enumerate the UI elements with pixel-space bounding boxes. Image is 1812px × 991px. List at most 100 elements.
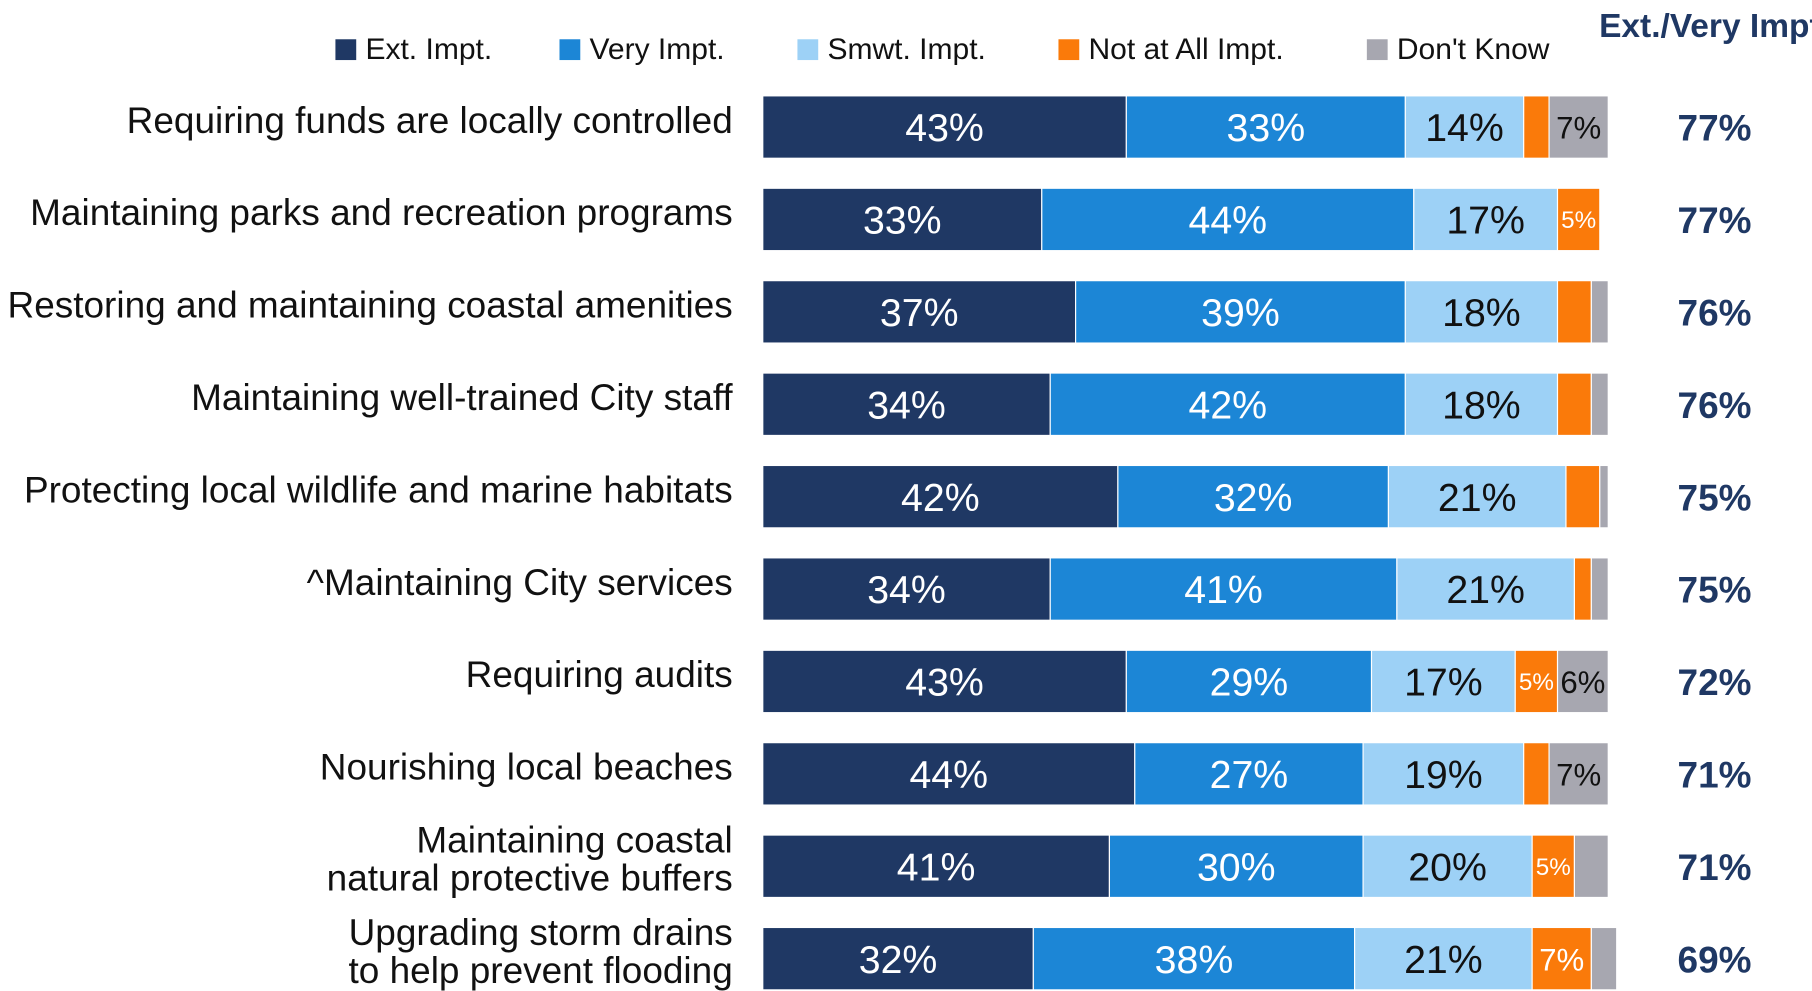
bar-segment	[1396, 557, 1576, 621]
value-label: 33%	[863, 199, 942, 243]
bar-segment	[762, 372, 1051, 437]
bar-segment	[1556, 187, 1601, 252]
bar-segment	[762, 557, 1051, 621]
bar-segment	[1404, 372, 1559, 437]
value-label: 43%	[905, 661, 984, 705]
value-label: 37%	[880, 291, 959, 335]
category-box: ^Maintaining City services	[0, 528, 733, 637]
value-label: 27%	[1210, 753, 1289, 797]
bar-segment	[1523, 742, 1550, 806]
legend-swatch	[797, 39, 819, 61]
total-label: 76%	[1678, 293, 1752, 334]
value-label: 7%	[1556, 758, 1601, 793]
category-row: Maintaining well-trained City staff	[0, 343, 733, 452]
category-row: Nourishing local beaches	[0, 713, 733, 822]
category-row: Protecting local wildlife and marine hab…	[0, 435, 733, 544]
category-row: Restoring and maintaining coastal amenit…	[0, 251, 733, 360]
total-label: 77%	[1678, 200, 1752, 241]
bar-segment	[1404, 280, 1559, 344]
bar-segment	[1108, 834, 1364, 899]
category-box: Protecting local wildlife and marine hab…	[0, 435, 733, 544]
total-label: 75%	[1678, 570, 1752, 611]
value-label: 29%	[1210, 661, 1289, 705]
bar-segment	[1523, 95, 1550, 159]
category-label: Upgrading storm drains to help prevent f…	[348, 911, 733, 991]
value-label: 21%	[1404, 938, 1483, 982]
bar-segment	[1565, 464, 1601, 529]
category-label: Protecting local wildlife and marine hab…	[23, 468, 733, 510]
bar-segment	[1387, 464, 1567, 529]
legend-swatch	[1366, 39, 1388, 61]
legend-swatch	[1058, 39, 1080, 61]
value-label: 19%	[1404, 753, 1483, 797]
totals-header-box: Ext./Very Impt.	[1599, 8, 1812, 45]
category-box: Maintaining well-trained City staff	[0, 343, 733, 452]
total-label: 71%	[1678, 755, 1752, 796]
bar-segment	[1032, 926, 1356, 991]
bar-segment	[1134, 742, 1364, 806]
value-label: 18%	[1442, 291, 1521, 335]
category-box: Nourishing local beaches	[0, 713, 733, 822]
bar-segment	[1556, 280, 1592, 344]
value-label: 41%	[897, 845, 976, 889]
category-label: Maintaining well-trained City staff	[191, 375, 733, 418]
value-label: 21%	[1446, 568, 1525, 612]
bar-segment	[1362, 834, 1533, 899]
value-label: 33%	[1227, 106, 1306, 150]
bar-segment	[762, 834, 1110, 899]
bar-segment	[762, 926, 1034, 991]
legend-label: Don't Know	[1397, 33, 1550, 66]
value-label: 6%	[1560, 665, 1605, 700]
bar-segment	[1531, 834, 1576, 899]
value-label: 32%	[1214, 476, 1293, 520]
bar-segment	[762, 742, 1136, 806]
bar-segment	[1556, 372, 1592, 437]
category-row: Maintaining coastal natural protective b…	[0, 805, 733, 914]
value-label: 17%	[1446, 199, 1525, 243]
category-box: Restoring and maintaining coastal amenit…	[0, 251, 733, 360]
category-label: Nourishing local beaches	[319, 745, 733, 788]
legend-swatch	[335, 39, 357, 61]
legend-label: Smwt. Impt.	[827, 33, 985, 66]
bar-segment	[1599, 464, 1609, 529]
category-label: Requiring audits	[465, 653, 733, 695]
bar-segment	[762, 649, 1127, 714]
bar-segment	[1573, 834, 1609, 899]
category-row: ^Maintaining City services	[0, 528, 733, 637]
bar-segment	[1590, 372, 1609, 437]
value-label: 39%	[1201, 291, 1280, 335]
category-box: Requiring funds are locally controlled	[127, 100, 733, 138]
category-label: Maintaining parks and recreation program…	[30, 191, 733, 233]
total-label: 71%	[1678, 847, 1752, 888]
total-label: 76%	[1678, 385, 1752, 426]
value-label: 42%	[1188, 383, 1267, 427]
value-label: 20%	[1408, 845, 1487, 889]
value-label: 41%	[1184, 568, 1263, 612]
value-label: 34%	[867, 568, 946, 612]
bar-segment	[1531, 926, 1592, 991]
bar-segment	[762, 280, 1077, 344]
bar-segment	[1573, 557, 1592, 621]
legend-label: Not at All Impt.	[1088, 33, 1283, 66]
bar-segment	[1556, 649, 1609, 714]
value-label: 5%	[1519, 669, 1554, 696]
bar-segment	[1354, 926, 1533, 991]
bar-segment	[1548, 742, 1609, 806]
value-label: 43%	[905, 106, 984, 150]
legend-swatch	[559, 39, 581, 61]
value-label: 42%	[901, 476, 980, 520]
bar-segment	[1404, 95, 1525, 159]
category-box: Maintaining parks and recreation program…	[30, 191, 733, 233]
legend-label: Ext. Impt.	[365, 33, 492, 66]
bar-segment	[1590, 926, 1618, 991]
value-label: 7%	[1556, 111, 1601, 146]
bar-segment	[1125, 649, 1373, 714]
total-label: 75%	[1678, 477, 1752, 518]
value-label: 44%	[1188, 199, 1267, 243]
bar-segment	[1413, 187, 1559, 252]
category-row: Requiring audits	[0, 620, 733, 729]
bar-segment	[1075, 280, 1406, 344]
category-box: Requiring audits	[0, 620, 733, 729]
bar-segment	[1370, 649, 1516, 714]
